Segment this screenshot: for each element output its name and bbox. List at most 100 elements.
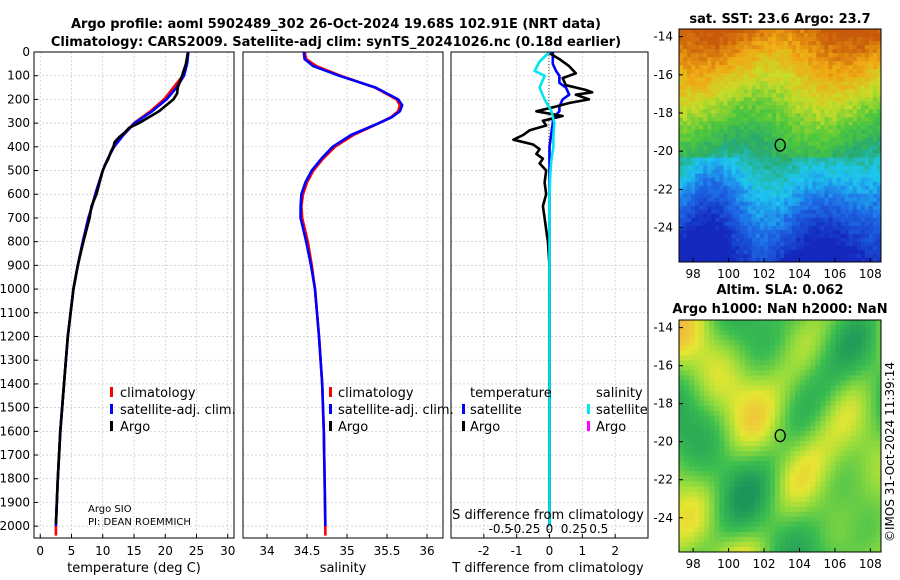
heatmap-cell [683, 213, 688, 219]
heatmap-cell [815, 436, 821, 442]
heatmap-cell [790, 405, 796, 412]
heatmap-cell [844, 177, 850, 183]
heatmap-cell [679, 521, 685, 528]
heatmap-cell [820, 375, 827, 382]
heatmap-cell [872, 173, 878, 179]
heatmap-cell [868, 225, 874, 231]
heatmap-cell [850, 481, 857, 488]
heatmap-cell [769, 430, 776, 437]
heatmap-cell [743, 69, 749, 74]
heatmap-cell [840, 97, 846, 102]
heatmap-cell [723, 45, 729, 50]
heatmap-cell [763, 229, 769, 235]
heatmap-cell [780, 501, 786, 508]
heatmap-cell [767, 165, 773, 171]
heatmap-cell [719, 101, 725, 106]
heatmap-cell [715, 225, 720, 231]
heatmap-cell [852, 73, 858, 78]
heatmap-cell [694, 446, 700, 452]
heatmap-cell [836, 173, 842, 179]
heatmap-cell [832, 97, 838, 102]
heatmap-cell [828, 233, 834, 239]
heatmap-cell [679, 153, 684, 159]
heatmap-cell [796, 189, 801, 195]
heatmap-cell [719, 375, 726, 382]
heatmap-cell [767, 225, 773, 231]
heatmap-cell [825, 325, 832, 331]
heatmap-cell [707, 137, 712, 143]
heatmap-cell [749, 405, 756, 412]
heatmap-cell [749, 420, 756, 427]
heatmap-cell [868, 37, 874, 42]
heatmap-cell [872, 41, 878, 46]
heatmap-cell [707, 189, 712, 195]
heatmap-cell [769, 325, 776, 331]
heatmap-cell [832, 37, 838, 42]
heatmap-cell [845, 531, 852, 538]
heatmap-cell [796, 217, 801, 223]
x-tick-label: 20 [158, 544, 173, 558]
heatmap-cell [864, 213, 870, 219]
heatmap-cell [835, 345, 842, 351]
heatmap-cell [805, 325, 811, 331]
heatmap-cell [844, 181, 850, 187]
heatmap-cell [683, 169, 688, 175]
heatmap-cell [860, 181, 866, 187]
heatmap-cell [792, 217, 797, 223]
heatmap-cell [840, 370, 847, 377]
heatmap-cell [816, 105, 821, 110]
heatmap-cell [775, 133, 781, 139]
heatmap-cell [852, 85, 858, 90]
heatmap-cell [864, 177, 870, 183]
heatmap-cell [751, 89, 757, 94]
heatmap-cell [763, 185, 769, 191]
heatmap-cell [805, 330, 811, 336]
heatmap-cell [820, 360, 827, 366]
heatmap-cell [828, 137, 834, 143]
heatmap-cell [864, 125, 870, 131]
heatmap-cell [784, 205, 789, 211]
heatmap-cell [735, 209, 741, 215]
heatmap-cell [729, 541, 736, 548]
heatmap-cell [876, 205, 881, 211]
heatmap-cell [734, 390, 741, 397]
heatmap-cell [865, 501, 872, 508]
heatmap-cell [848, 125, 854, 131]
heatmap-cell [719, 205, 725, 211]
heatmap-cell [872, 49, 878, 54]
heatmap-cell [790, 476, 796, 482]
heatmap-cell [785, 385, 791, 392]
heatmap-cell [855, 335, 862, 341]
heatmap-cell [870, 345, 877, 351]
heatmap-cell [804, 57, 809, 62]
heatmap-cell [759, 456, 766, 462]
heatmap-cell [759, 61, 765, 66]
heatmap-cell [684, 330, 690, 336]
heatmap-cell [759, 233, 765, 239]
heatmap-cell [731, 69, 737, 74]
heatmap-cell [703, 137, 708, 143]
heatmap-cell [808, 153, 813, 159]
heatmap-cell [804, 185, 809, 191]
s-tick-label: 0.25 [561, 522, 588, 536]
heatmap-cell [695, 73, 700, 78]
heatmap-cell [699, 541, 705, 548]
heatmap-cell [816, 253, 821, 259]
heatmap-cell [759, 390, 766, 397]
heatmap-cell [784, 157, 789, 163]
heatmap-cell [848, 93, 854, 98]
heatmap-cell [763, 97, 769, 102]
heatmap-cell [759, 189, 765, 195]
heatmap-cell [679, 45, 684, 50]
heatmap-cell [727, 129, 733, 135]
heatmap-cell [719, 441, 726, 447]
x-tick-label: 5 [68, 544, 76, 558]
heatmap-cell [759, 85, 765, 90]
heatmap-cell [714, 456, 720, 462]
heatmap-cell [767, 81, 773, 86]
heatmap-cell [679, 245, 684, 251]
heatmap-cell [844, 85, 850, 90]
heatmap-cell [820, 436, 827, 442]
heatmap-cell [771, 153, 777, 159]
heatmap-cell [754, 466, 761, 472]
